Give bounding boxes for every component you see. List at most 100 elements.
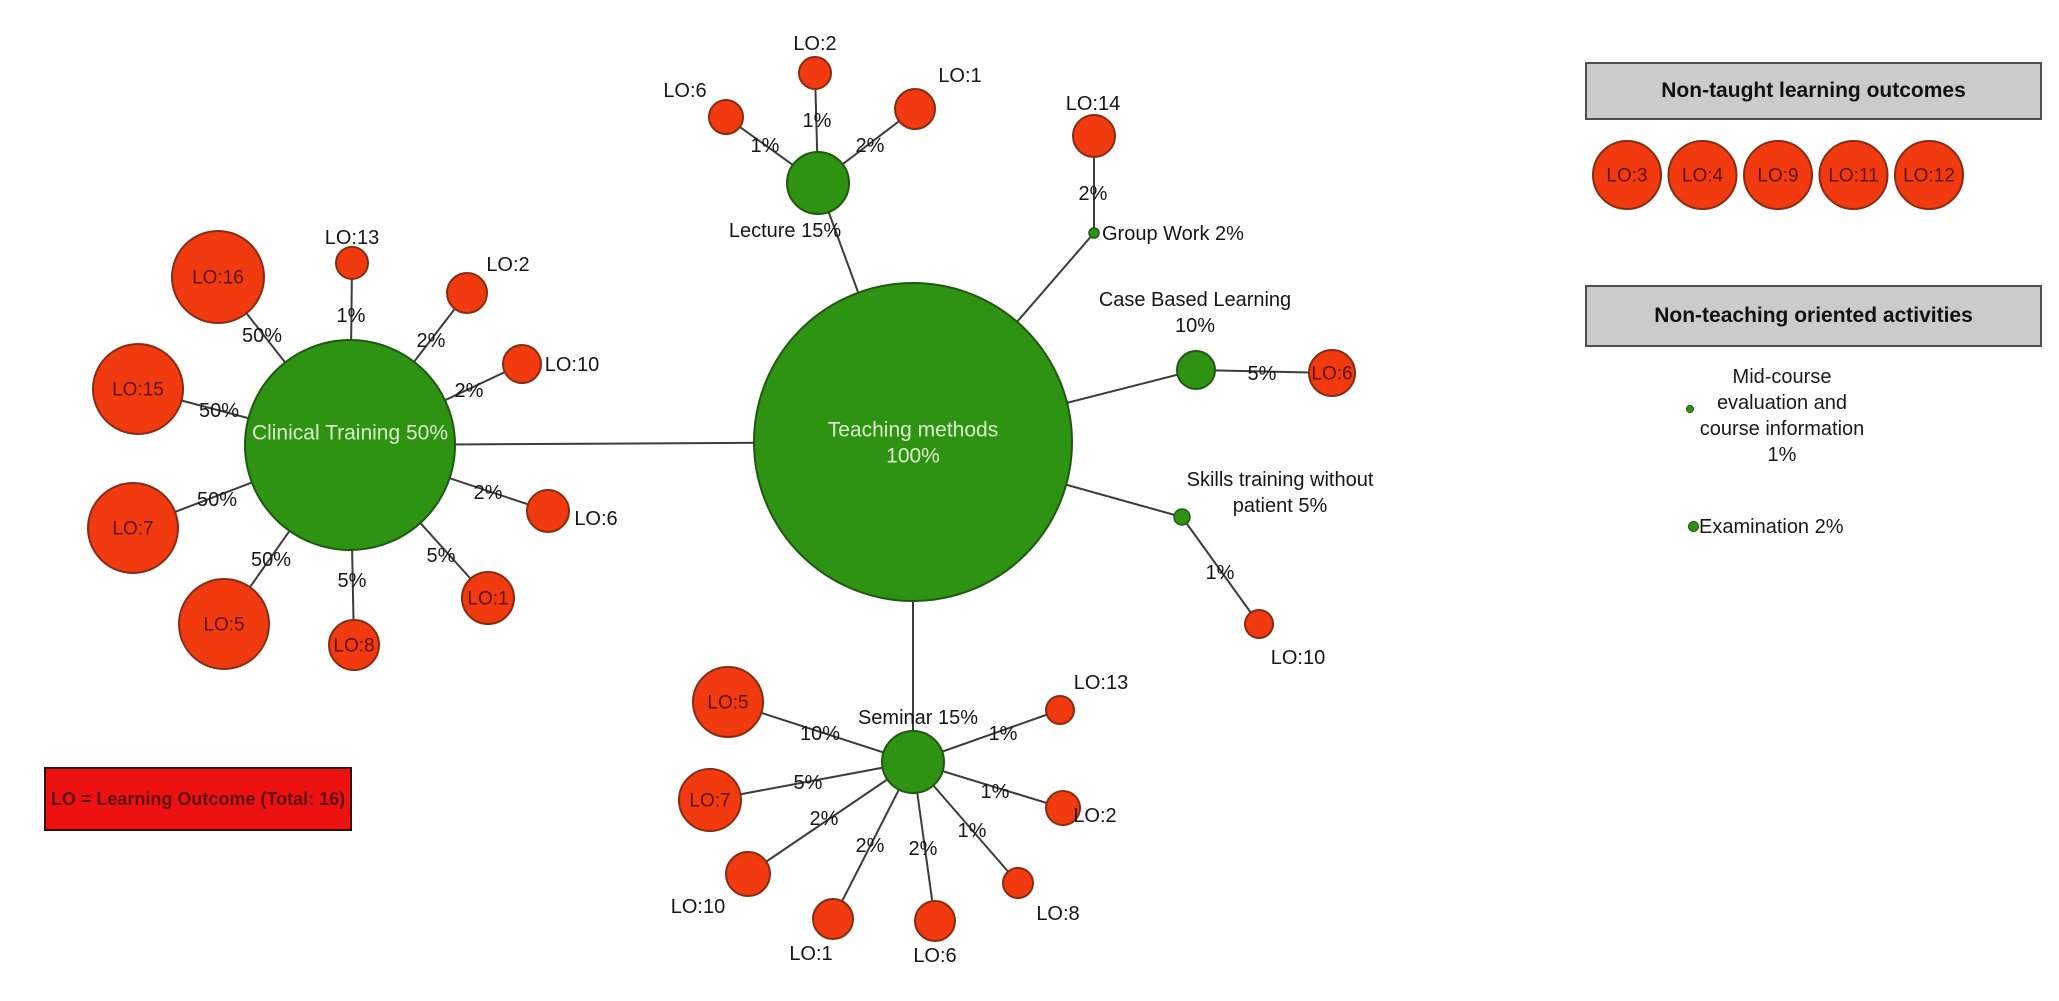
edge-label-lecture-l-lo2: 1% bbox=[803, 110, 832, 132]
edge-seminar-se-lo10 bbox=[747, 761, 914, 875]
examination-dot bbox=[1688, 521, 1699, 532]
node-se-lo7-lo-circle bbox=[678, 768, 742, 832]
non-taught-header: Non-taught learning outcomes bbox=[1585, 62, 2042, 120]
edge-label-seminar-se-lo1: 2% bbox=[856, 835, 885, 857]
edge-label-skills-s-lo10: 1% bbox=[1206, 562, 1235, 584]
edge-label-seminar-se-lo10: 2% bbox=[810, 808, 839, 830]
panel-lo-label: LO:9 bbox=[1757, 166, 1798, 187]
node-c-lo10-lo-circle bbox=[502, 344, 542, 384]
panel-lo-circle bbox=[1818, 140, 1889, 210]
node-label-l-lo1: LO:1 bbox=[938, 65, 981, 87]
edge-label-clinical-c-lo13: 1% bbox=[337, 305, 366, 327]
edge-label-clinical-c-lo1: 5% bbox=[427, 545, 456, 567]
edge-label-clinical-c-lo2: 2% bbox=[417, 330, 446, 352]
midcourse-dot bbox=[1686, 405, 1694, 413]
node-label-c-lo10: LO:10 bbox=[545, 354, 599, 376]
legend-label: LO = Learning Outcome (Total: 16) bbox=[50, 788, 346, 809]
node-label-se-lo1: LO:1 bbox=[789, 943, 832, 965]
node-groupwork-circle bbox=[1088, 227, 1100, 239]
node-label-skills: Skills training without patient 5% bbox=[1187, 469, 1374, 517]
node-c-lo2-lo-circle bbox=[446, 272, 488, 314]
node-l-lo1-lo-circle bbox=[894, 88, 936, 130]
node-se-lo1-lo-circle bbox=[812, 898, 854, 940]
non-teaching-header: Non-teaching oriented activities bbox=[1585, 285, 2042, 347]
node-label-c-lo6: LO:6 bbox=[574, 508, 617, 530]
node-label-s-lo10: LO:10 bbox=[1271, 647, 1325, 669]
node-label-seminar: Seminar 15% bbox=[858, 707, 978, 729]
node-se-lo13-lo-circle bbox=[1045, 695, 1075, 725]
panel-lo-circle bbox=[1743, 140, 1813, 210]
node-se-lo5-lo-circle bbox=[692, 666, 764, 738]
node-c-lo1-lo-circle bbox=[461, 571, 515, 625]
node-label-c-lo2: LO:2 bbox=[486, 254, 529, 276]
node-label-g-lo14: LO:14 bbox=[1066, 93, 1120, 115]
node-label-c-lo16: LO:16 bbox=[192, 268, 244, 289]
edge-label-clinical-c-lo8: 5% bbox=[338, 570, 367, 592]
node-s-lo10-lo-circle bbox=[1244, 609, 1274, 639]
node-skills-circle bbox=[1173, 508, 1191, 526]
edge-seminar-se-lo7 bbox=[709, 761, 914, 801]
node-label-se-lo6: LO:6 bbox=[913, 945, 956, 967]
node-label-se-lo7: LO:7 bbox=[689, 791, 730, 812]
node-c-lo5-lo-circle bbox=[178, 578, 270, 670]
node-se-lo8-lo-circle bbox=[1002, 867, 1034, 899]
node-label-cbl: Case Based Learning 10% bbox=[1099, 289, 1291, 337]
node-label-c-lo1: LO:1 bbox=[467, 589, 508, 610]
node-label-teaching: Teaching methods 100% bbox=[828, 418, 998, 467]
node-c-lo7-lo-circle bbox=[87, 482, 179, 574]
node-lecture-circle bbox=[786, 151, 850, 215]
examination-label: Examination 2% bbox=[1699, 516, 1844, 538]
node-label-c-lo5: LO:5 bbox=[203, 615, 244, 636]
node-c-lo13-lo-circle bbox=[335, 246, 369, 280]
node-label-l-lo2: LO:2 bbox=[793, 33, 836, 55]
panel-lo-label: LO:4 bbox=[1682, 166, 1724, 187]
node-label-se-lo10: LO:10 bbox=[671, 896, 725, 918]
node-cbl-circle bbox=[1176, 350, 1216, 390]
edge-label-lecture-l-lo1: 2% bbox=[856, 135, 885, 157]
edge-label-clinical-c-lo6: 2% bbox=[474, 482, 503, 504]
node-clinical-circle bbox=[244, 339, 456, 551]
edge-label-seminar-se-lo2: 1% bbox=[981, 781, 1010, 803]
node-label-se-lo2: LO:2 bbox=[1073, 805, 1116, 827]
node-label-lecture: Lecture 15% bbox=[729, 220, 842, 242]
edge-skills-s-lo10 bbox=[1181, 516, 1260, 625]
node-label-c-lo13: LO:13 bbox=[325, 227, 379, 249]
node-c-lo15-lo-circle bbox=[92, 343, 184, 435]
edge-label-seminar-se-lo8: 1% bbox=[958, 820, 987, 842]
node-label-clinical: Clinical Training 50% bbox=[252, 421, 448, 444]
edge-label-seminar-se-lo7: 5% bbox=[794, 772, 823, 794]
node-c-lo16-lo-circle bbox=[171, 230, 265, 324]
panel-lo-label: LO:12 bbox=[1903, 166, 1955, 187]
node-se-lo10-lo-circle bbox=[725, 851, 771, 897]
node-cb-lo6-lo-circle bbox=[1308, 349, 1356, 397]
edge-label-seminar-se-lo13: 1% bbox=[989, 723, 1018, 745]
node-label-se-lo5: LO:5 bbox=[707, 693, 748, 714]
node-label-c-lo15: LO:15 bbox=[112, 380, 164, 401]
edge-label-clinical-c-lo16: 50% bbox=[242, 325, 282, 347]
node-label-cb-lo6: LO:6 bbox=[1311, 364, 1352, 385]
node-c-lo8-lo-circle bbox=[328, 619, 380, 671]
edge-label-seminar-se-lo5: 10% bbox=[800, 723, 840, 745]
edge-label-clinical-c-lo10: 2% bbox=[455, 380, 484, 402]
non-teaching-header-label: Non-teaching oriented activities bbox=[1654, 304, 1973, 327]
node-label-l-lo6: LO:6 bbox=[663, 80, 706, 102]
edge-label-clinical-c-lo5: 50% bbox=[251, 549, 291, 571]
node-label-c-lo8: LO:8 bbox=[333, 636, 374, 657]
node-c-lo6-lo-circle bbox=[526, 489, 570, 533]
node-label-groupwork: Group Work 2% bbox=[1102, 223, 1244, 245]
panel-lo-circle bbox=[1894, 140, 1964, 210]
node-teaching-circle bbox=[753, 282, 1073, 602]
panel-lo-label: LO:3 bbox=[1606, 166, 1647, 187]
node-g-lo14-lo-circle bbox=[1072, 114, 1116, 158]
panel-lo-circle bbox=[1667, 140, 1738, 210]
node-se-lo2-lo-circle bbox=[1045, 790, 1081, 826]
node-label-se-lo8: LO:8 bbox=[1036, 903, 1079, 925]
edge-label-clinical-c-lo15: 50% bbox=[199, 400, 239, 422]
panel-lo-circle bbox=[1592, 140, 1662, 210]
panel-lo-label: LO:11 bbox=[1828, 166, 1878, 187]
edge-label-cbl-cb-lo6: 5% bbox=[1248, 363, 1277, 385]
edge-label-lecture-l-lo6: 1% bbox=[751, 135, 780, 157]
edge-label-groupwork-g-lo14: 2% bbox=[1079, 183, 1108, 205]
